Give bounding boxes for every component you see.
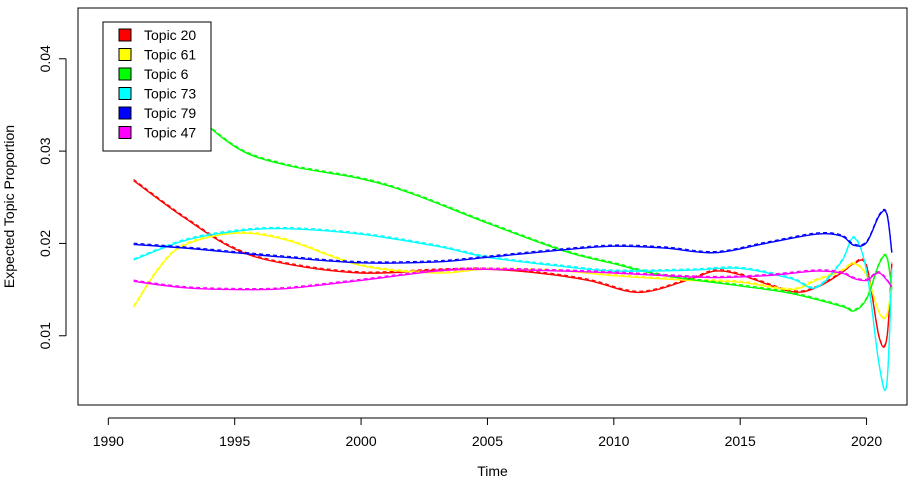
x-tick-label: 2005 [472,433,503,449]
series-dashed-line-topic-47 [133,267,893,290]
x-tick-label: 2000 [345,433,376,449]
series-line-topic-73 [133,227,893,392]
legend-swatch-topic-47 [118,126,132,139]
plot-lines [133,22,893,392]
legend-label-topic-20: Topic 20 [144,27,196,43]
legend-swatch-topic-6 [118,67,132,81]
legend-swatch-topic-61 [118,48,132,61]
legend-label-topic-6: Topic 6 [144,66,189,82]
x-tick-label: 2010 [598,433,629,449]
x-axis-label: Time [477,463,508,479]
legend: Topic 20 Topic 61 Topic 6 Topic 73 Topic 79 T… [102,21,212,152]
x-tick-label: 2020 [851,433,882,449]
series-line-topic-6 [133,23,893,312]
x-tick-label: 1990 [93,433,124,449]
series-dashed-line-topic-6 [133,22,893,311]
series-dashed-line-topic-73 [133,226,893,390]
legend-swatch-topic-20 [118,28,132,42]
series-line-topic-47 [133,268,893,291]
series-line-topic-61 [133,232,893,320]
legend-swatch-topic-73 [118,87,132,100]
y-axis-label: Expected Topic Proportion [1,125,17,288]
series-line-topic-20 [133,180,893,348]
legend-label-topic-61: Topic 61 [144,47,196,63]
plot-frame [77,7,908,406]
legend-label-topic-47: Topic 47 [144,125,196,141]
y-tick-label: 0.01 [37,322,53,349]
x-tick-label: 2015 [725,433,756,449]
y-tick-label: 0.02 [37,230,53,257]
series-line-topic-79 [133,209,893,264]
y-tick-label: 0.04 [37,45,53,72]
legend-swatch-topic-79 [118,106,132,120]
series-dashed-line-topic-20 [133,178,893,347]
y-axis: 0.01 0.02 0.03 0.04 [37,45,67,349]
y-tick-label: 0.03 [37,137,53,164]
series-dashed-line-topic-61 [133,231,893,318]
x-tick-label: 1995 [219,433,250,449]
x-axis: 1990 1995 2000 2005 2010 2015 2020 [93,417,882,449]
legend-label-topic-79: Topic 79 [144,105,196,121]
legend-label-topic-73: Topic 73 [144,86,196,102]
